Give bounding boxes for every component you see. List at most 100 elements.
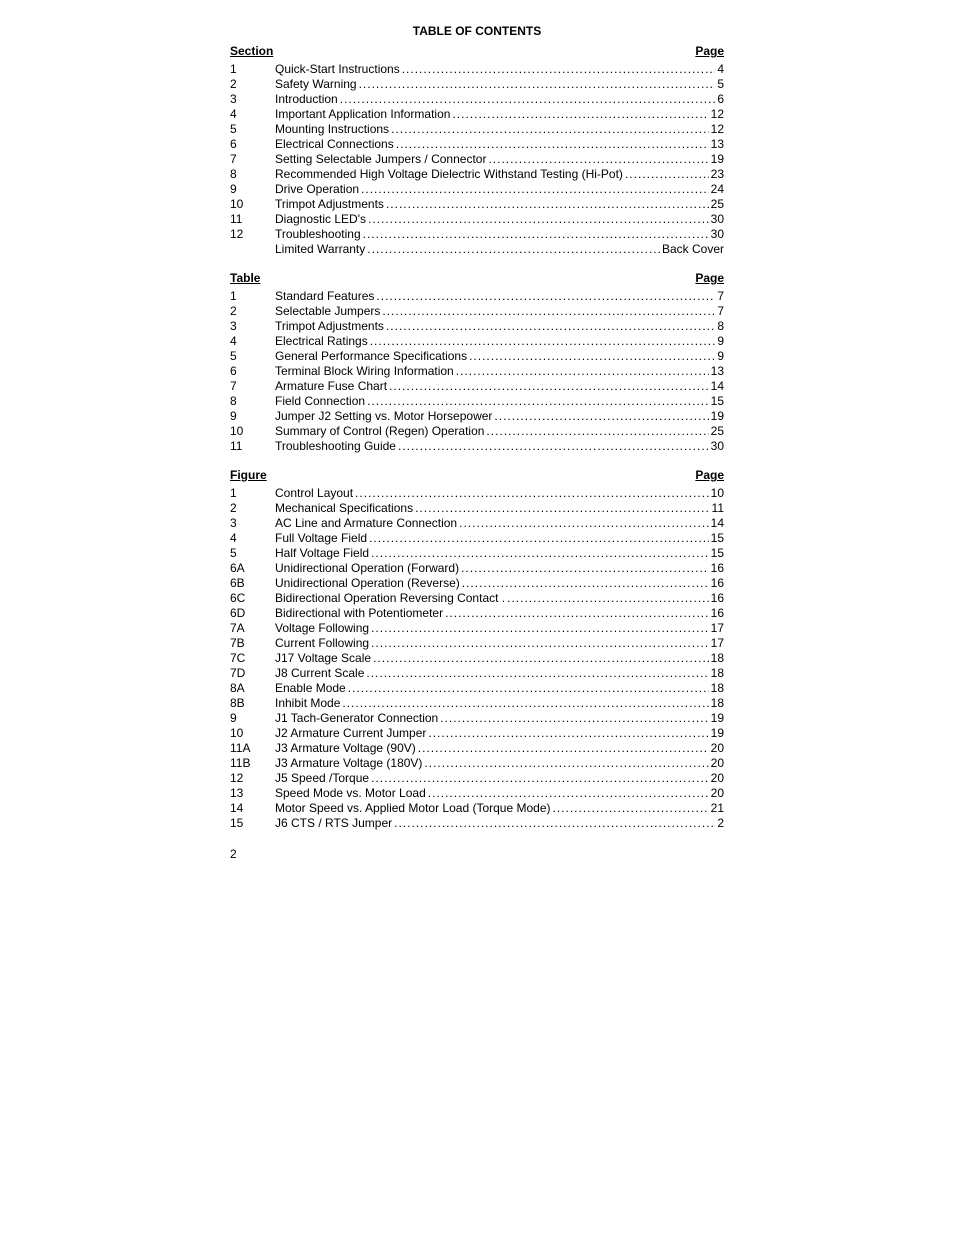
table-page: 7 [717, 304, 724, 319]
figure-page: 18 [711, 681, 724, 696]
table-row: 8Field Connection15 [230, 394, 724, 409]
table-num: 6 [230, 364, 275, 379]
section-row: 11Diagnostic LED's 30 [230, 212, 724, 227]
leader-dots [342, 696, 708, 711]
table-row: 11Troubleshooting Guide30 [230, 439, 724, 454]
leader-dots [371, 546, 709, 561]
figure-label: J1 Tach-Generator Connection [275, 711, 438, 726]
figure-row: 2Mechanical Specifications11 [230, 501, 724, 516]
figure-page: 2 [717, 816, 724, 831]
leader-dots [488, 152, 708, 167]
figure-row: 6CBidirectional Operation Reversing Cont… [230, 591, 724, 606]
leader-dots [366, 666, 708, 681]
leader-dots [461, 561, 709, 576]
table-row: 6Terminal Block Wiring Information13 [230, 364, 724, 379]
leader-dots [371, 771, 709, 786]
figure-page: 17 [711, 621, 724, 636]
figure-label: Mechanical Specifications [275, 501, 413, 516]
section-page: 24 [711, 182, 724, 197]
table-rows: 1Standard Features72Selectable Jumpers73… [230, 289, 724, 454]
section-page: 12 [711, 122, 724, 137]
figure-label: Inhibit Mode [275, 696, 340, 711]
figure-page: 15 [711, 531, 724, 546]
table-page: 7 [717, 289, 724, 304]
figure-page: 20 [711, 756, 724, 771]
figure-page: 16 [711, 576, 724, 591]
figure-num: 6C [230, 591, 275, 606]
section-header-right: Page [695, 44, 724, 58]
table-label: Summary of Control (Regen) Operation [275, 424, 484, 439]
leader-dots [373, 651, 709, 666]
table-page: 30 [711, 439, 724, 454]
table-num: 4 [230, 334, 275, 349]
leader-dots [415, 501, 709, 516]
figure-num: 1 [230, 486, 275, 501]
figure-page: 19 [711, 711, 724, 726]
section-page: Back Cover [662, 242, 724, 257]
figure-label: AC Line and Armature Connection [275, 516, 457, 531]
figure-row: 15J6 CTS / RTS Jumper2 [230, 816, 724, 831]
section-row: 2Safety Warning5 [230, 77, 724, 92]
leader-dots [359, 77, 716, 92]
section-num: 8 [230, 167, 275, 182]
leader-dots [340, 92, 716, 107]
figure-row: 3AC Line and Armature Connection14 [230, 516, 724, 531]
section-num: 9 [230, 182, 275, 197]
section-page: 30 [711, 227, 724, 242]
leader-dots [445, 606, 709, 621]
table-row: 3Trimpot Adjustments8 [230, 319, 724, 334]
table-label: Armature Fuse Chart [275, 379, 387, 394]
section-num: 11 [230, 212, 275, 227]
leader-dots [394, 816, 715, 831]
figure-num: 9 [230, 711, 275, 726]
section-label: Diagnostic LED's [275, 212, 366, 227]
page-title: TABLE OF CONTENTS [230, 24, 724, 38]
section-label: Important Application Information [275, 107, 450, 122]
figure-label: Half Voltage Field [275, 546, 369, 561]
table-row: 10Summary of Control (Regen) Operation25 [230, 424, 724, 439]
figure-num: 12 [230, 771, 275, 786]
leader-dots [440, 711, 708, 726]
figure-row: 7CJ17 Voltage Scale18 [230, 651, 724, 666]
figure-label: J2 Armature Current Jumper [275, 726, 426, 741]
table-page: 13 [711, 364, 724, 379]
table-label: Trimpot Adjustments [275, 319, 384, 334]
leader-dots [376, 289, 715, 304]
leader-dots [367, 394, 709, 409]
table-label: Jumper J2 Setting vs. Motor Horsepower [275, 409, 492, 424]
table-page: 19 [711, 409, 724, 424]
section-row: 3Introduction6 [230, 92, 724, 107]
figure-num: 7D [230, 666, 275, 681]
section-label: Introduction [275, 92, 338, 107]
figure-label: J5 Speed /Torque [275, 771, 369, 786]
section-num: 2 [230, 77, 275, 92]
section-page: 19 [711, 152, 724, 167]
section-label: Limited Warranty [275, 242, 365, 257]
figure-num: 8A [230, 681, 275, 696]
figure-page: 19 [711, 726, 724, 741]
figure-num: 8B [230, 696, 275, 711]
leader-dots [370, 334, 716, 349]
figure-num: 6B [230, 576, 275, 591]
section-num: 1 [230, 62, 275, 77]
section-num: 3 [230, 92, 275, 107]
leader-dots [428, 726, 708, 741]
figure-page: 18 [711, 651, 724, 666]
page-number: 2 [230, 847, 724, 861]
figure-num: 6D [230, 606, 275, 621]
figure-row: 7AVoltage Following17 [230, 621, 724, 636]
table-label: General Performance Specifications [275, 349, 467, 364]
section-page: 30 [711, 212, 724, 227]
leader-dots [367, 242, 660, 257]
figure-page: 21 [711, 801, 724, 816]
table-label: Selectable Jumpers [275, 304, 380, 319]
leader-dots [391, 122, 709, 137]
figure-page: 11 [712, 501, 724, 516]
table-label: Field Connection [275, 394, 365, 409]
figure-row: 7DJ8 Current Scale18 [230, 666, 724, 681]
figure-page: 20 [711, 741, 724, 756]
section-row: 12Troubleshooting30 [230, 227, 724, 242]
table-row: 9Jumper J2 Setting vs. Motor Horsepower1… [230, 409, 724, 424]
figure-label: Current Following [275, 636, 369, 651]
leader-dots [424, 756, 708, 771]
